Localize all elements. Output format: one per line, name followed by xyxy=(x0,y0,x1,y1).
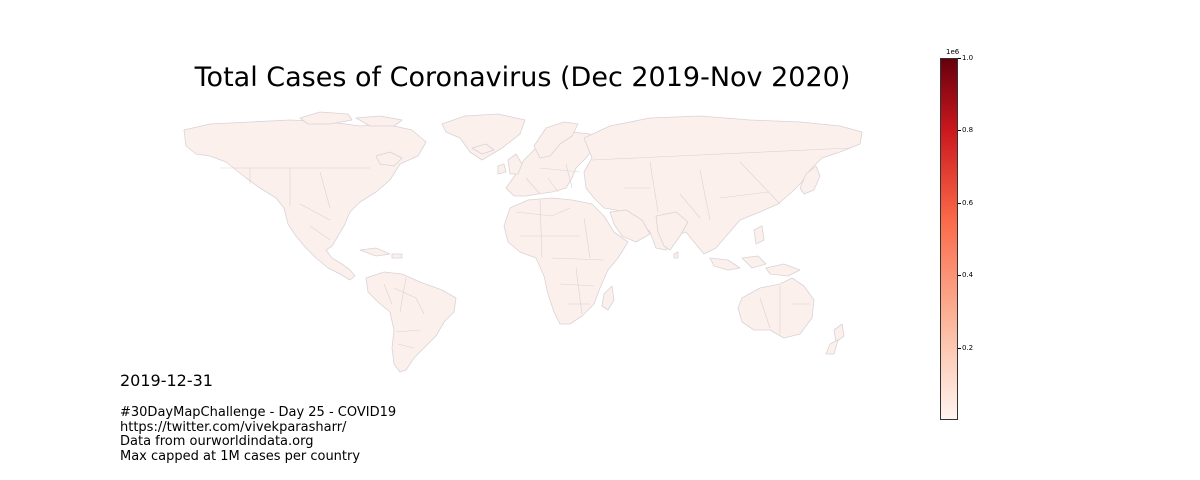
colorbar-tick-label: 1.0 xyxy=(962,54,974,62)
note-data-source: Data from ourworldindata.org xyxy=(120,434,314,449)
colorbar xyxy=(940,58,958,420)
note-cap: Max capped at 1M cases per country xyxy=(120,448,361,464)
colorbar-tick-mark xyxy=(958,58,961,59)
notes: #30DayMapChallenge - Day 25 - COVID19 ht… xyxy=(120,405,397,464)
colorbar-tick-mark xyxy=(958,275,961,277)
world-map xyxy=(183,111,863,373)
date-label: 2019-12-31 xyxy=(120,371,213,390)
map-title: Total Cases of Coronavirus (Dec 2019-Nov… xyxy=(194,62,851,93)
colorbar-tick-mark xyxy=(958,347,961,349)
colorbar-tick-label: 0.6 xyxy=(962,198,974,207)
south-america xyxy=(365,271,457,373)
note-twitter: https://twitter.com/vivekparasharr/ xyxy=(120,419,347,435)
colorbar-tick-label: 0.8 xyxy=(962,126,974,135)
note-challenge: #30DayMapChallenge - Day 25 - COVID19 xyxy=(120,405,397,420)
australia xyxy=(737,277,815,339)
greenland xyxy=(441,113,526,161)
colorbar-tick-label: 0.2 xyxy=(962,343,974,352)
colorbar-tick-label: 0.4 xyxy=(962,271,974,280)
north-america xyxy=(183,119,427,281)
colorbar-tick-mark xyxy=(958,130,961,132)
africa xyxy=(503,197,629,325)
colorbar-tick-mark xyxy=(958,202,961,204)
colorbar-exponent-label: 1e6 xyxy=(946,48,960,56)
